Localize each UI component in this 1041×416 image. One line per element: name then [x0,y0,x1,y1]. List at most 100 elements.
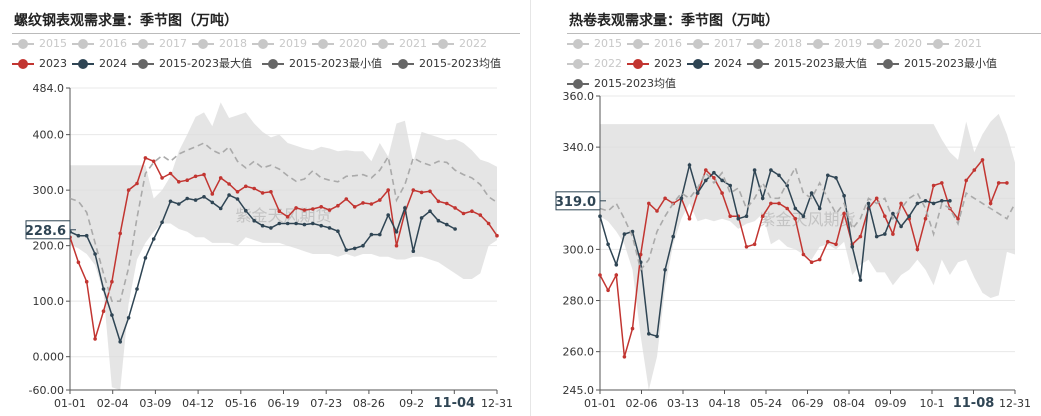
data-point [411,188,416,192]
data-point [663,196,667,201]
y-tick-label: 0.000 [33,351,65,364]
panel-divider [530,0,531,416]
legend-swatch [867,39,889,49]
data-point [630,326,635,331]
legend-label: 2017 [159,37,187,50]
y-tick-label: 300.0 [33,184,65,197]
data-point [793,216,798,221]
legend-label: 2018 [219,37,247,50]
data-point [126,188,131,192]
legend-item-2023[interactable]: 2023 [12,56,67,72]
data-point [866,201,871,206]
legend-item-2016[interactable]: 2016 [72,36,127,52]
data-point [728,214,732,218]
legend-item-2020[interactable]: 2020 [867,36,922,52]
legend-label: 2016 [99,37,127,50]
legend-item-2018[interactable]: 2018 [192,36,247,52]
data-point [378,198,382,202]
legend-item-2017[interactable]: 2017 [687,36,742,52]
data-point [344,248,349,252]
legend-item-2017[interactable]: 2017 [132,36,187,52]
data-point [712,170,716,175]
data-point [907,214,911,218]
data-point [369,202,374,206]
data-point [419,216,424,220]
data-point [386,213,391,217]
data-point [777,173,781,178]
data-point [671,234,675,239]
legend-swatch [627,39,649,49]
data-point [980,158,985,162]
data-point [704,178,708,183]
legend-swatch [312,39,334,49]
x-tick-label: 03-09 [139,397,171,410]
data-point [453,206,457,210]
y-tick-label: 100.0 [33,295,65,308]
y-tick-label: 484.0 [33,82,65,95]
legend-item-2016[interactable]: 2016 [627,36,682,52]
data-point [899,201,903,206]
data-point [403,206,407,210]
legend-label: 2015-2023最大值 [774,57,867,70]
legend-item-2015[interactable]: 2015 [567,36,622,52]
legend-item-2018[interactable]: 2018 [747,36,802,52]
data-point [744,245,749,249]
data-point [915,247,920,252]
x-tick-label: 09-2 [399,397,424,410]
data-point [177,202,181,206]
legend-item-2015-2023[interactable]: 2015-2023均值 [392,56,501,72]
legend-item-2015-2023[interactable]: 2015-2023最大值 [747,56,867,72]
data-point [598,273,602,277]
data-point [285,215,290,219]
legend-item-2019[interactable]: 2019 [252,36,307,52]
data-point [302,222,307,227]
data-point [679,196,684,201]
data-point [101,309,106,314]
legend-item-2024[interactable]: 2024 [72,56,127,72]
data-point [614,273,619,277]
legend-item-2022[interactable]: 2022 [432,36,487,52]
y-tick-label: 280.0 [563,295,595,308]
legend-item-2015[interactable]: 2015 [12,36,67,52]
data-point [495,233,499,238]
data-point [202,195,206,199]
data-point [606,288,610,293]
legend-item-2021[interactable]: 2021 [927,36,982,52]
legend-item-2015-2023[interactable]: 2015-2023均值 [567,76,676,92]
data-point [177,180,181,184]
data-point [940,181,944,185]
legend-item-2015-2023[interactable]: 2015-2023最大值 [132,56,252,72]
legend-item-2023[interactable]: 2023 [627,56,682,72]
legend-item-2019[interactable]: 2019 [807,36,862,52]
data-point [76,260,81,265]
data-point [655,334,659,339]
data-point [453,227,457,231]
data-point [964,178,968,183]
data-point [84,233,89,238]
legend-label: 2015-2023最小值 [904,57,997,70]
data-point [720,191,724,195]
range-band-max-min [600,113,1015,391]
data-point [809,191,814,195]
data-point [118,339,122,344]
legend-swatch [927,39,949,49]
legend-item-2024[interactable]: 2024 [687,56,742,72]
legend-label: 2015-2023均值 [594,77,676,90]
legend-item-2020[interactable]: 2020 [312,36,367,52]
legend-item-2022[interactable]: 2022 [567,56,622,72]
data-point [311,221,315,226]
data-point [704,168,708,172]
legend-label: 2016 [654,37,682,50]
data-point [752,242,757,247]
x-tick-label: 03-13 [667,397,699,410]
data-point [598,214,602,218]
legend-label: 2015-2023最大值 [159,57,252,70]
data-point [436,218,441,223]
legend-item-2021[interactable]: 2021 [372,36,427,52]
data-point [956,216,960,221]
legend-swatch [877,59,899,69]
legend-swatch [687,59,709,69]
data-point [899,224,903,229]
legend-item-2015-2023[interactable]: 2015-2023最小值 [877,56,997,72]
legend-item-2015-2023[interactable]: 2015-2023最小值 [262,56,382,72]
